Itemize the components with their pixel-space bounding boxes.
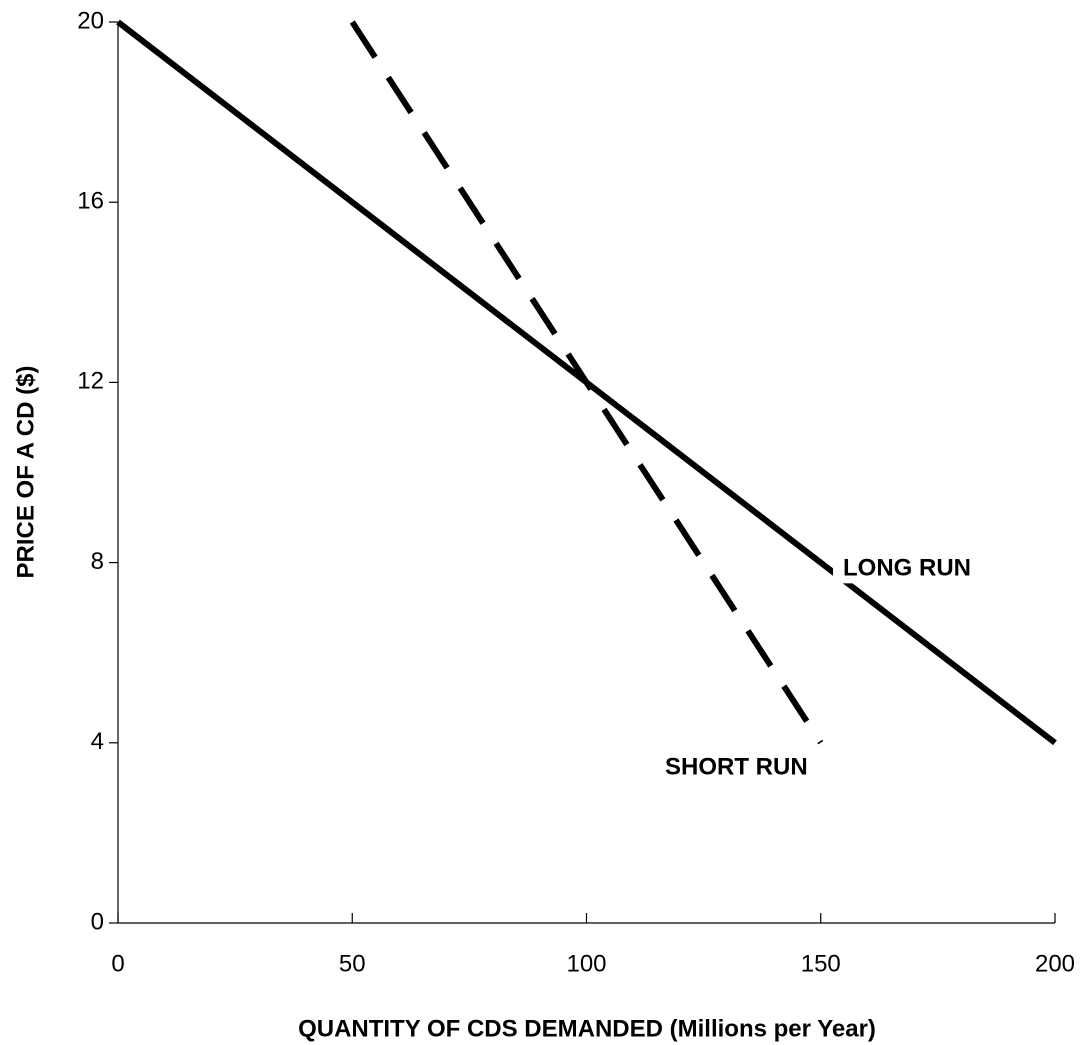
y-tick-label: 8	[91, 548, 104, 575]
label-background	[833, 552, 973, 584]
y-tick-label: 16	[77, 188, 104, 215]
x-tick-label: 100	[566, 950, 606, 977]
series-line	[349, 20, 824, 745]
x-tick-label: 50	[339, 950, 366, 977]
x-axis-label: QUANTITY OF CDS DEMANDED (Millions per Y…	[298, 1015, 876, 1042]
x-tick-label: 150	[801, 950, 841, 977]
y-axis-label: PRICE OF A CD ($)	[12, 366, 39, 579]
x-tick-label: 200	[1035, 950, 1075, 977]
series-label: SHORT RUN	[665, 753, 808, 780]
y-tick-label: 12	[77, 368, 104, 395]
y-tick-label: 0	[91, 908, 104, 935]
y-tick-label: 4	[91, 728, 104, 755]
series-label: LONG RUN	[843, 554, 971, 581]
y-tick-label: 20	[77, 7, 104, 34]
x-tick-label: 0	[111, 950, 124, 977]
